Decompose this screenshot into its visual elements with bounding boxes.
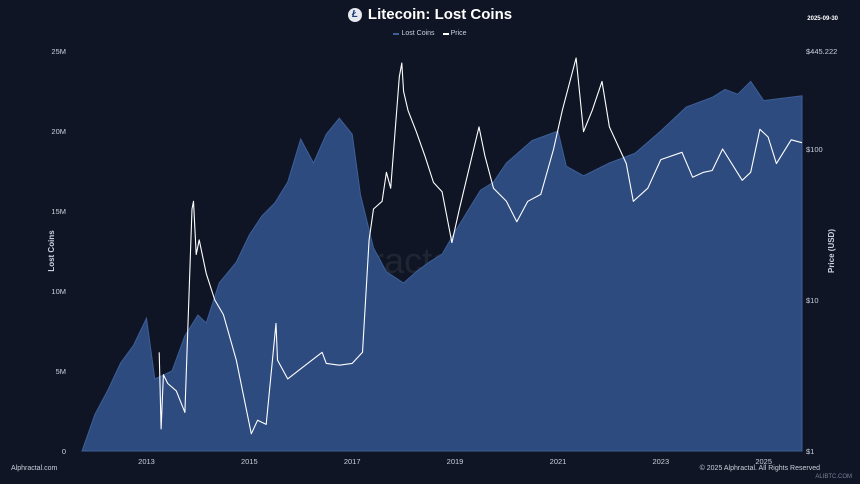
- x-tick-label: 2015: [241, 457, 258, 466]
- x-tick-label: 2021: [550, 457, 567, 466]
- series-lost-coins-area: [81, 80, 803, 452]
- chart-title-area: Ł Litecoin: Lost Coins: [0, 6, 860, 23]
- legend: Lost Coins Price: [0, 30, 860, 37]
- y-right-axis-title: Price (USD): [827, 229, 836, 273]
- legend-swatch-lost-coins: [393, 32, 400, 35]
- y-left-tick-label: 25M: [51, 47, 66, 56]
- y-right-tick-label: $445.222: [806, 47, 837, 56]
- x-tick-label: 2017: [344, 457, 361, 466]
- y-left-axis-title: Lost Coins: [47, 230, 56, 272]
- legend-label-price: Price: [450, 30, 467, 37]
- legend-item-lost-coins[interactable]: Lost Coins: [393, 30, 435, 37]
- y-left-tick-label: 10M: [51, 287, 66, 296]
- y-left-tick-label: 15M: [51, 207, 66, 216]
- y-left-tick-label: 0: [62, 447, 66, 456]
- corner-watermark: ALIBTC.COM: [815, 474, 852, 480]
- footer-site: Alphractal.com: [11, 465, 58, 472]
- legend-item-price[interactable]: Price: [442, 30, 467, 37]
- x-tick-label: 2023: [652, 457, 669, 466]
- legend-swatch-price: [442, 32, 449, 35]
- date-label: 2025-09-30: [807, 16, 838, 22]
- y-right-tick-label: $1: [806, 447, 814, 456]
- x-tick-label: 2025: [755, 457, 772, 466]
- legend-label-lost-coins: Lost Coins: [401, 30, 435, 37]
- series-price-line: [158, 57, 803, 435]
- y-left-tick-label: 5M: [56, 367, 66, 376]
- footer-copyright: © 2025 Alphractal. All Rights Reserved: [699, 465, 820, 472]
- litecoin-logo-icon: Ł: [347, 7, 362, 22]
- y-right-tick-label: $10: [806, 296, 819, 305]
- x-tick-label: 2019: [447, 457, 464, 466]
- y-left-tick-label: 20M: [51, 127, 66, 136]
- chart-title: Litecoin: Lost Coins: [367, 6, 513, 23]
- y-right-tick-label: $100: [806, 145, 823, 154]
- x-tick-label: 2013: [138, 457, 155, 466]
